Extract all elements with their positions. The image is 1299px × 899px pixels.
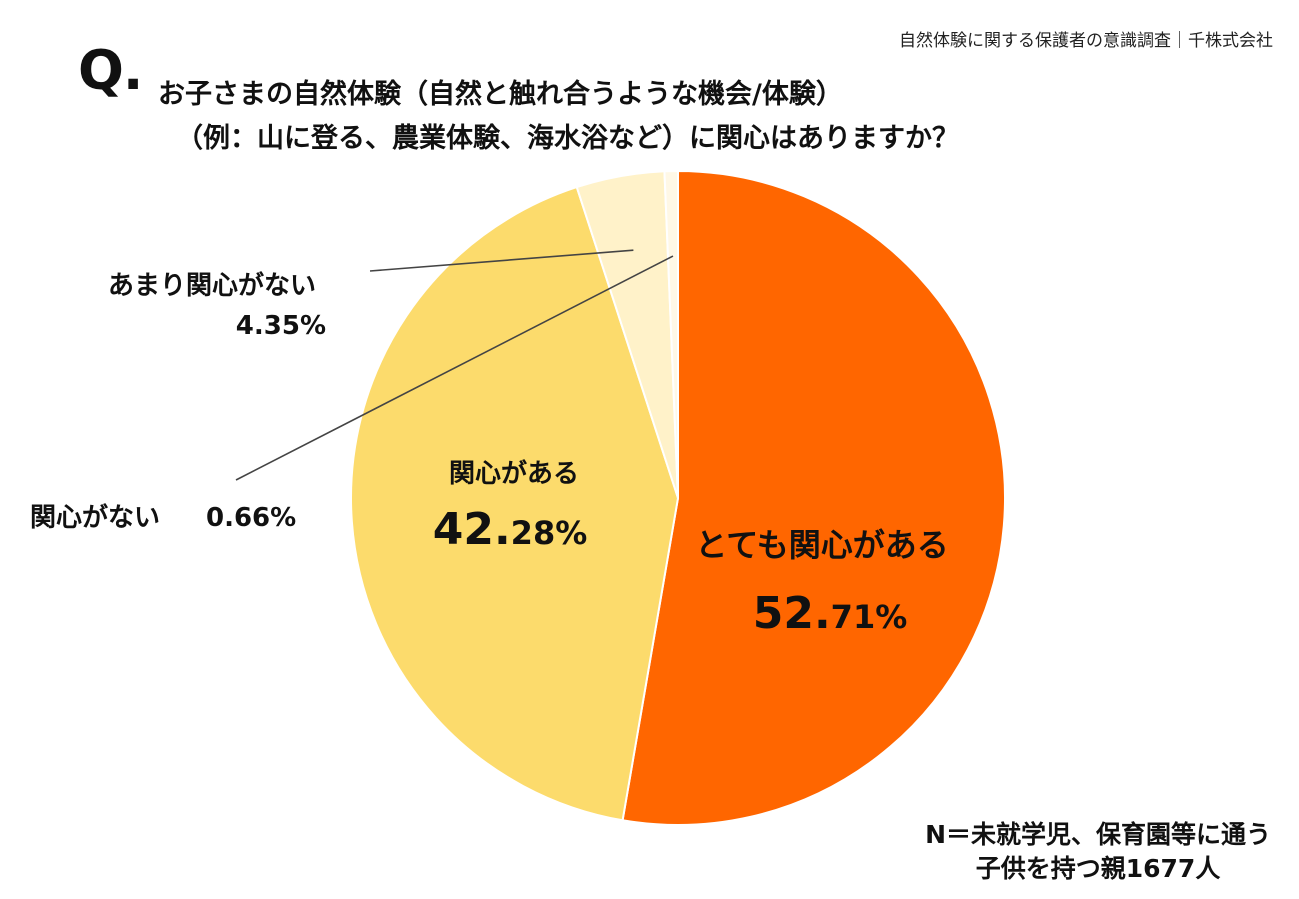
slice-label-not-very-interested: あまり関心がない <box>108 270 316 301</box>
leader-lines <box>235 249 674 481</box>
sample-note-line2: 子供を持つ親1677人 <box>975 853 1221 883</box>
pie-slices <box>350 169 1006 826</box>
slice-label-not-interested: 関心がない <box>30 502 160 533</box>
sample-note: N＝未就学児、保育園等に通う 子供を持つ親1677人 <box>925 818 1271 886</box>
sample-note-line1: N＝未就学児、保育園等に通う <box>925 820 1271 849</box>
slice-value-very-interested: 52.71% <box>753 588 908 639</box>
slice-value-int: 42. <box>433 504 511 555</box>
pie-slice-very-interested <box>621 169 1006 826</box>
leader-line-not-very-interested <box>369 249 634 272</box>
slice-value-not-interested: 0.66% <box>206 503 296 533</box>
question-title-line2: （例：山に登る、農業体験、海水浴など）に関心はありますか？ <box>176 123 959 154</box>
slice-value-dec: 28% <box>511 514 588 552</box>
question-title-line1: お子さまの自然体験（自然と触れ合うような機会/体験） <box>158 79 843 110</box>
pie-slice-not-interested <box>663 169 679 499</box>
leader-line-not-interested <box>235 255 674 481</box>
source-caption: 自然体験に関する保護者の意識調査｜千株式会社 <box>899 31 1273 51</box>
slice-value-not-very-interested: 4.35% <box>236 311 326 341</box>
slice-label-very-interested: とても関心がある <box>695 526 948 564</box>
slice-label-interested: 関心がある <box>449 458 579 489</box>
slice-value-interested: 42.28% <box>433 504 588 555</box>
pie-slice-interested <box>350 185 680 822</box>
slice-value-int: 52. <box>753 588 831 639</box>
slice-value-dec: 71% <box>831 598 908 636</box>
question-marker: Q. <box>78 39 143 102</box>
